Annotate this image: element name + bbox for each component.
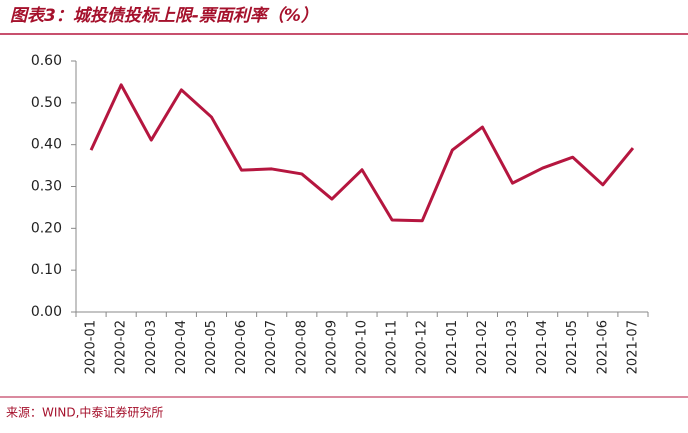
- x-tick-label: 2020-09: [324, 320, 339, 374]
- x-tick-label: 2021-05: [565, 320, 580, 374]
- x-tick-label: 2021-04: [535, 320, 550, 374]
- y-tick-label: 0.00: [31, 304, 62, 320]
- x-tick-label: 2020-11: [385, 320, 400, 374]
- x-tick-label: 2021-01: [445, 320, 460, 374]
- source-note: 来源：WIND,中泰证券研究所: [6, 405, 163, 420]
- x-tick-label: 2021-07: [625, 320, 640, 374]
- chart-title: 图表3：城投债投标上限-票面利率（%）: [10, 6, 318, 26]
- x-tick-label: 2020-01: [84, 320, 99, 374]
- x-tick-label: 2020-10: [355, 320, 370, 374]
- x-tick-label: 2020-02: [114, 320, 129, 374]
- x-tick-label: 2021-02: [475, 320, 490, 374]
- y-tick-label: 0.40: [31, 137, 62, 153]
- y-tick-label: 0.30: [31, 179, 62, 195]
- x-tick-label: 2020-07: [264, 320, 279, 374]
- x-tick-label: 2020-03: [144, 320, 159, 374]
- y-tick-label: 0.50: [31, 95, 62, 111]
- y-tick-label: 0.20: [31, 220, 62, 236]
- y-tick-label: 0.60: [31, 53, 62, 69]
- series-line: [89, 83, 635, 223]
- x-tick-label: 2020-08: [294, 320, 309, 374]
- x-tick-label: 2021-03: [505, 320, 520, 374]
- x-tick-label: 2020-06: [234, 320, 249, 374]
- x-tick-label: 2021-06: [595, 320, 610, 374]
- x-tick-label: 2020-04: [174, 320, 189, 374]
- x-tick-label: 2020-05: [204, 320, 219, 374]
- x-tick-label: 2020-12: [415, 320, 430, 374]
- y-tick-label: 0.10: [31, 262, 62, 278]
